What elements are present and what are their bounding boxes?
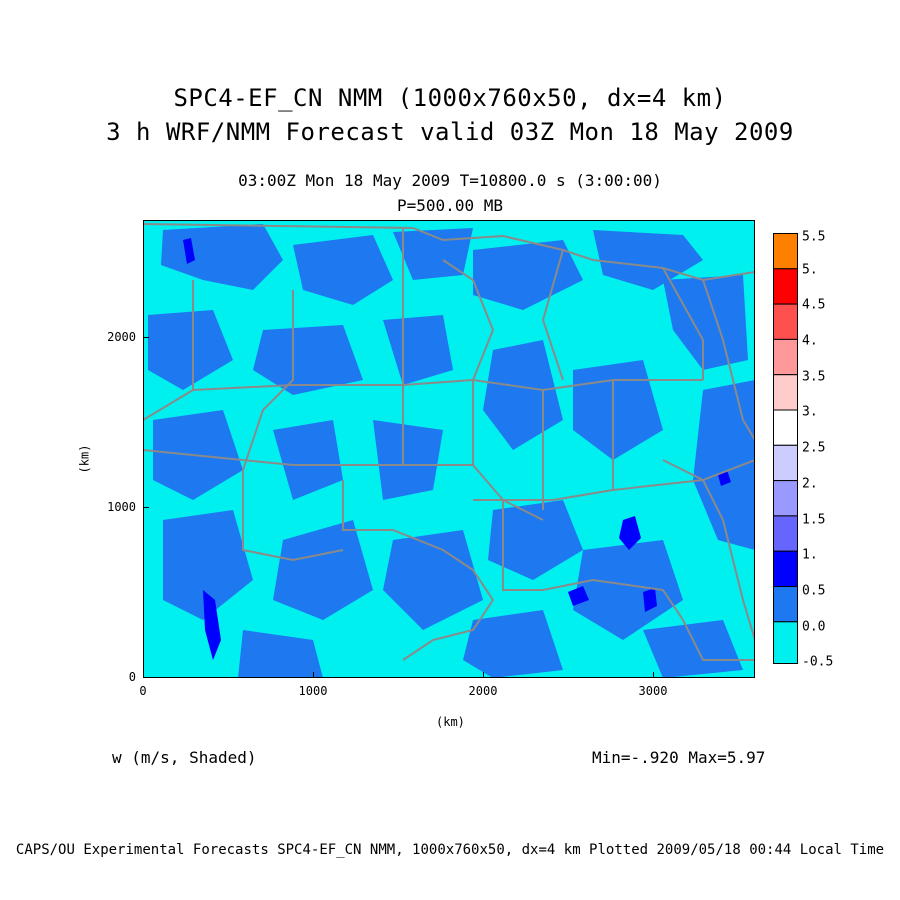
- patch: [383, 530, 483, 630]
- boundary-line: [442, 259, 474, 281]
- boundary-line: [662, 267, 704, 380]
- patch: [273, 420, 343, 500]
- min-max-label: Min=-.920 Max=5.97: [592, 748, 766, 767]
- map-frame: [143, 220, 755, 678]
- colorbar-segment-5.5: [773, 233, 798, 270]
- boundary-line: [662, 459, 755, 641]
- colorbar-segment-3: [773, 409, 798, 446]
- updraft-core: [643, 588, 657, 612]
- patch: [643, 620, 743, 678]
- state-boundaries: [143, 223, 755, 661]
- boundary-line: [143, 449, 403, 466]
- valid-time-subtitle: 03:00Z Mon 18 May 2009 T=10800.0 s (3:00…: [238, 171, 662, 190]
- colorbar-label-4.5: 4.5: [802, 297, 826, 313]
- colorbar-segment-2: [773, 480, 798, 517]
- patch: [273, 520, 373, 620]
- patch: [238, 630, 323, 678]
- patch: [473, 240, 583, 310]
- colorbar-segment-0.5: [773, 586, 798, 623]
- x-tick-0: 0: [139, 684, 147, 698]
- colorbar-segments: [773, 233, 798, 664]
- boundary-line: [502, 500, 755, 661]
- y-tick-0: 0: [128, 670, 136, 684]
- updraft-cores: [183, 238, 731, 660]
- colorbar: [773, 233, 798, 664]
- patch: [253, 325, 363, 395]
- y-axis-tick-marks: [143, 337, 149, 678]
- colorbar-label-0: 0.0: [802, 619, 826, 635]
- colorbar-segment-3.5: [773, 374, 798, 411]
- patch: [161, 224, 283, 290]
- footer-credits: CAPS/OU Experimental Forecasts SPC4-EF_C…: [15, 842, 885, 858]
- colorbar-segment-4: [773, 338, 798, 376]
- patch: [293, 235, 393, 305]
- patch: [573, 360, 663, 460]
- forecast-title: 3 h WRF/NMM Forecast valid 03Z Mon 18 Ma…: [106, 118, 794, 146]
- colorbar-label-4: 4.: [802, 333, 818, 349]
- patch: [488, 500, 583, 580]
- variable-label: w (m/s, Shaded): [112, 748, 257, 767]
- colorbar-segment-2.5: [773, 444, 798, 482]
- colorbar-label-5.5: 5.5: [802, 229, 826, 245]
- patch: [663, 275, 748, 370]
- patch: [573, 540, 683, 640]
- x-tick-1000: 1000: [298, 684, 328, 698]
- colorbar-label-2: 2.: [802, 476, 818, 492]
- colorbar-segment-5: [773, 268, 798, 305]
- colorbar-segment-4.5: [773, 303, 798, 340]
- x-tick-2000: 2000: [468, 684, 498, 698]
- patch: [693, 380, 755, 550]
- colorbar-label-5: 5.: [802, 262, 818, 278]
- boundary-line: [242, 290, 344, 562]
- colorbar-segment-0: [773, 621, 798, 664]
- updraft-core: [183, 238, 195, 264]
- y-tick-2000: 2000: [107, 330, 136, 344]
- y-axis-label: (km): [77, 444, 92, 474]
- updraft-core: [203, 590, 221, 660]
- x-tick-3000: 3000: [638, 684, 668, 698]
- patch: [148, 310, 233, 390]
- boundary-line: [541, 249, 564, 381]
- updraft-core: [568, 586, 589, 606]
- patch: [373, 420, 443, 500]
- updraft-core: [619, 516, 641, 550]
- patch: [383, 315, 453, 385]
- boundary-line: [702, 279, 755, 441]
- patch: [463, 610, 563, 678]
- forecast-map: [143, 220, 755, 678]
- colorbar-label-2.5: 2.5: [802, 440, 826, 456]
- colorbar-label-3.5: 3.5: [802, 369, 826, 385]
- colorbar-label-1: 1.: [802, 547, 818, 563]
- y-tick-1000: 1000: [107, 500, 136, 514]
- patch: [163, 510, 253, 620]
- colorbar-segment-1: [773, 550, 798, 588]
- colorbar-label-minus-0.5: -0.5: [802, 654, 834, 670]
- pressure-level-subtitle: P=500.00 MB: [397, 196, 503, 215]
- x-axis-label: (km): [436, 715, 465, 729]
- colorbar-label-1.5: 1.5: [802, 512, 826, 528]
- colorbar-label-3: 3.: [802, 404, 818, 420]
- patch: [593, 230, 703, 290]
- colorbar-segment-1.5: [773, 515, 798, 552]
- boundary-line: [472, 279, 495, 381]
- plot-title: SPC4-EF_CN NMM (1000x760x50, dx=4 km): [173, 84, 727, 112]
- boundary-line: [342, 480, 495, 661]
- colorbar-label-0.5: 0.5: [802, 583, 826, 599]
